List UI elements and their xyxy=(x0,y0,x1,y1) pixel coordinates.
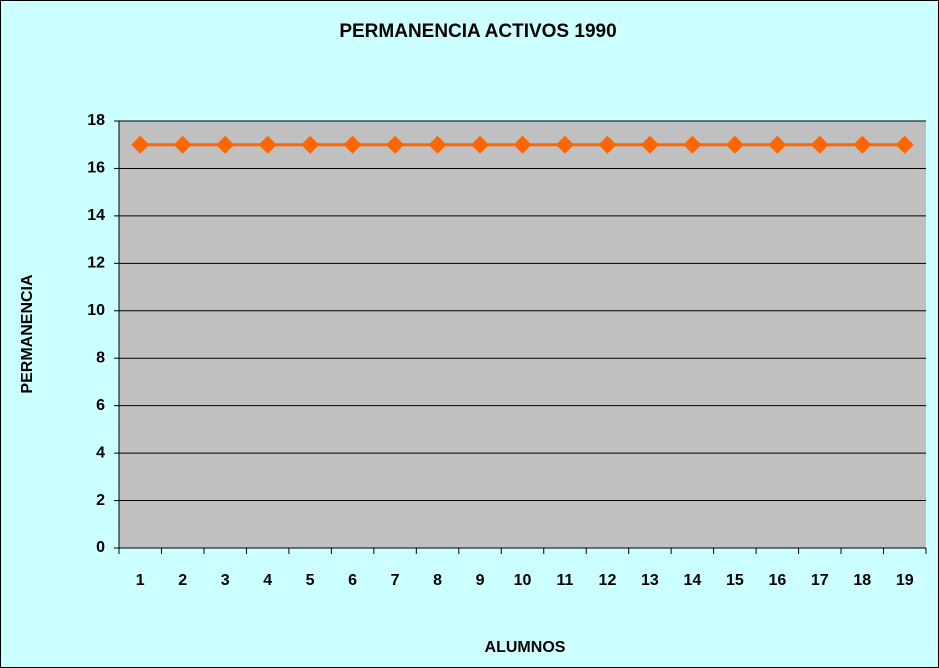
x-tick-label: 16 xyxy=(768,572,786,589)
x-tick-label: 18 xyxy=(853,572,871,589)
chart-title: PERMANENCIA ACTIVOS 1990 xyxy=(339,21,616,42)
plot-area xyxy=(119,121,926,548)
marker xyxy=(301,135,320,154)
marker xyxy=(386,135,405,154)
marker xyxy=(853,135,872,154)
y-tick-label: 16 xyxy=(87,160,105,177)
marker xyxy=(471,135,490,154)
marker xyxy=(810,135,829,154)
x-tick-label: 11 xyxy=(557,572,574,589)
y-tick-label: 4 xyxy=(96,444,105,461)
x-tick-label: 17 xyxy=(811,572,829,589)
x-tick-label: 4 xyxy=(263,572,272,589)
marker xyxy=(598,135,617,154)
marker xyxy=(513,135,532,154)
marker xyxy=(258,135,277,154)
marker xyxy=(173,135,192,154)
x-tick-label: 19 xyxy=(896,572,914,589)
x-tick-label: 5 xyxy=(306,572,315,589)
y-tick-label: 0 xyxy=(96,539,105,556)
marker xyxy=(428,135,447,154)
marker xyxy=(216,135,235,154)
marker xyxy=(895,135,914,154)
y-tick-label: 12 xyxy=(87,255,105,272)
y-tick-label: 18 xyxy=(87,112,105,129)
x-tick-label: 7 xyxy=(391,572,400,589)
x-tick-label: 14 xyxy=(683,572,701,589)
x-tick-label: 3 xyxy=(221,572,230,589)
y-axis-label: PERMANENCIA xyxy=(19,274,36,394)
y-tick-label: 14 xyxy=(87,207,105,224)
marker xyxy=(768,135,787,154)
x-tick-label: 13 xyxy=(641,572,659,589)
x-tick-label: 9 xyxy=(476,572,485,589)
x-tick-label: 10 xyxy=(514,572,532,589)
marker xyxy=(640,135,659,154)
marker xyxy=(725,135,744,154)
marker xyxy=(555,135,574,154)
x-tick-label: 8 xyxy=(433,572,442,589)
marker xyxy=(131,135,150,154)
y-tick-label: 6 xyxy=(96,397,105,414)
marker xyxy=(683,135,702,154)
x-tick-label: 1 xyxy=(136,572,145,589)
x-tick-label: 15 xyxy=(726,572,744,589)
marker xyxy=(343,135,362,154)
x-tick-label: 12 xyxy=(599,572,617,589)
x-axis-label: ALUMNOS xyxy=(485,639,566,656)
x-tick-label: 6 xyxy=(348,572,357,589)
y-tick-label: 2 xyxy=(96,492,105,509)
y-tick-label: 8 xyxy=(96,349,105,366)
x-tick-label: 2 xyxy=(178,572,187,589)
y-tick-label: 10 xyxy=(87,302,105,319)
